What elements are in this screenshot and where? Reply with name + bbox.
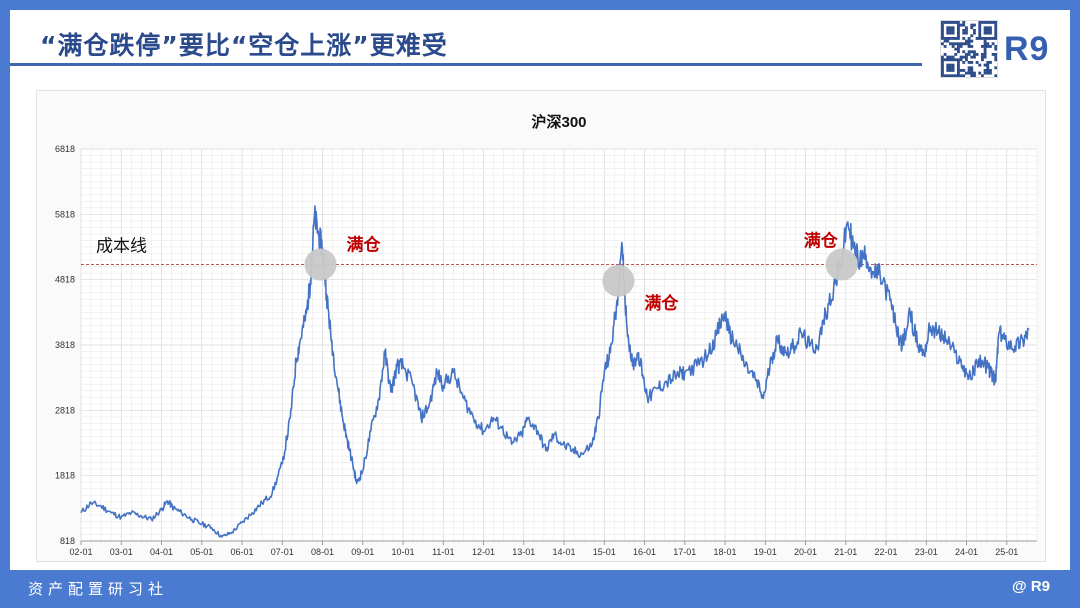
x-tick-label: 02-01 bbox=[69, 547, 92, 557]
chart-panel: 沪深300 818 1818 2818 3818 4818 5818 6818 02-01 03-… bbox=[36, 90, 1046, 562]
x-tick-label: 04-01 bbox=[150, 547, 173, 557]
x-tick-label: 19-01 bbox=[754, 547, 777, 557]
full-position-label: 满仓 bbox=[804, 231, 839, 251]
x-tick-label: 17-01 bbox=[673, 547, 696, 557]
x-tick-label: 16-01 bbox=[633, 547, 656, 557]
x-tick-label: 14-01 bbox=[553, 547, 576, 557]
full-position-marker bbox=[825, 248, 858, 281]
x-tick-label: 18-01 bbox=[714, 547, 737, 557]
y-tick-label: 6818 bbox=[55, 144, 75, 154]
footer-handle: @ R9 bbox=[1012, 578, 1050, 595]
y-tick-label: 818 bbox=[60, 536, 75, 546]
x-tick-label: 23-01 bbox=[915, 547, 938, 557]
x-tick-label: 06-01 bbox=[230, 547, 253, 557]
full-position-marker bbox=[602, 264, 635, 297]
x-tick-label: 03-01 bbox=[110, 547, 133, 557]
footer-brand: 资产配置研习社 bbox=[28, 580, 169, 598]
y-tick-label: 5818 bbox=[55, 209, 75, 219]
x-tick-label: 15-01 bbox=[593, 547, 616, 557]
x-tick-label: 12-01 bbox=[472, 547, 495, 557]
title-divider bbox=[10, 63, 922, 66]
x-tick-label: 20-01 bbox=[794, 547, 817, 557]
series-line bbox=[80, 205, 1030, 538]
chart-title: 沪深300 bbox=[531, 113, 586, 131]
full-position-marker bbox=[304, 248, 337, 281]
x-tick-label: 09-01 bbox=[351, 547, 374, 557]
x-tick-label: 25-01 bbox=[995, 547, 1018, 557]
line-chart: 沪深300 818 1818 2818 3818 4818 5818 6818 02-01 03-… bbox=[55, 113, 1038, 557]
x-tick-label: 08-01 bbox=[311, 547, 334, 557]
brand-logo: R9 bbox=[1004, 30, 1050, 68]
x-tick-label: 10-01 bbox=[392, 547, 415, 557]
y-tick-label: 3818 bbox=[55, 340, 75, 350]
y-tick-label: 4818 bbox=[55, 275, 75, 285]
x-tick-label: 05-01 bbox=[190, 547, 213, 557]
x-tick-label: 13-01 bbox=[512, 547, 535, 557]
cost-line-label: 成本线 bbox=[96, 237, 147, 256]
slide-title: “满仓跌停”要比“空仓上涨”更难受 bbox=[40, 31, 448, 60]
x-tick-label: 21-01 bbox=[834, 547, 857, 557]
slide: “满仓跌停”要比“空仓上涨”更难受 R9 沪深300 818 1818 2818 381… bbox=[10, 10, 1070, 570]
y-tick-label: 1818 bbox=[55, 471, 75, 481]
full-position-label: 满仓 bbox=[347, 235, 382, 255]
x-tick-label: 07-01 bbox=[271, 547, 294, 557]
x-tick-label: 11-01 bbox=[432, 547, 454, 557]
y-tick-label: 2818 bbox=[55, 405, 75, 415]
x-tick-label: 24-01 bbox=[955, 547, 978, 557]
qr-code-icon bbox=[940, 20, 998, 78]
x-tick-label: 22-01 bbox=[875, 547, 898, 557]
full-position-label: 满仓 bbox=[644, 293, 679, 313]
